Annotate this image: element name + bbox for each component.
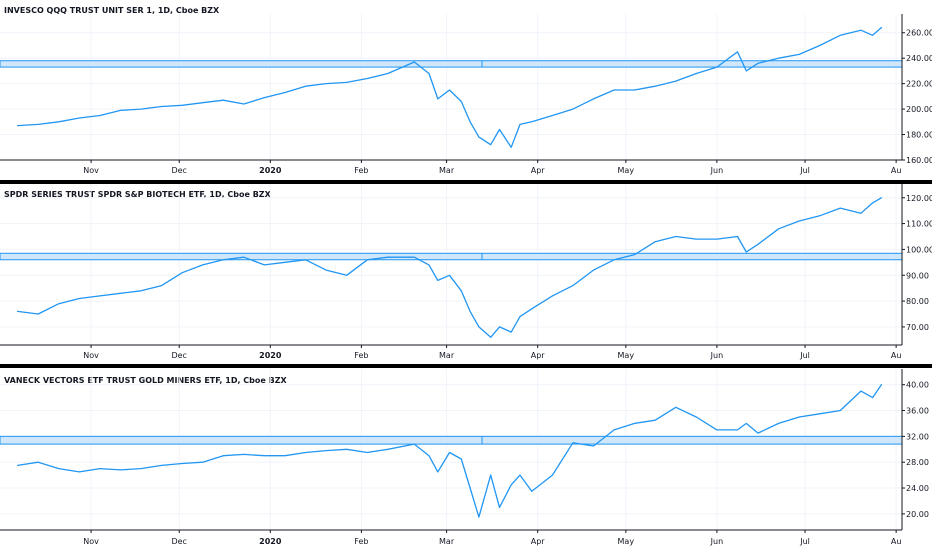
xbi-price-line [16, 197, 883, 338]
gdx-xtick-label: Au [891, 537, 902, 546]
xbi-xtick-label: Nov [83, 351, 99, 360]
gdx-xtick-label: Nov [83, 537, 99, 546]
gdx-ytick-label: 28.00 [906, 458, 929, 467]
gdx-series [16, 384, 883, 518]
gdx-ytick-label: 36.00 [906, 407, 929, 416]
gdx-grid [0, 369, 902, 530]
gdx-xtick-label: May [618, 537, 635, 546]
qqq-ytick-label: 160.00 [906, 156, 932, 165]
xbi-ytick-label: 80.00 [906, 297, 929, 306]
gdx-price-line [16, 384, 883, 518]
qqq-price-line [16, 26, 883, 148]
qqq-chart-panel[interactable]: INVESCO QQQ TRUST UNIT SER 1, 1D, Cboe B… [0, 6, 932, 175]
xbi-series [16, 197, 883, 338]
qqq-x-axis: Nov Dec 2020 Feb Mar Apr May Jun Jul Au [0, 159, 902, 175]
xbi-chart-title: SPDR SERIES TRUST SPDR S&P BIOTECH ETF, … [4, 190, 272, 199]
qqq-series [16, 26, 883, 148]
xbi-zone [0, 252, 903, 261]
qqq-xtick-label: Apr [531, 166, 546, 175]
xbi-price-zone[interactable] [0, 252, 903, 261]
xbi-grid [0, 184, 902, 345]
xbi-ytick-label: 120.00 [906, 194, 932, 203]
panel-separator-2[interactable] [0, 364, 932, 368]
panel-separator-1[interactable] [0, 180, 932, 184]
xbi-ytick-label: 110.00 [906, 220, 932, 229]
qqq-xtick-label: Feb [354, 166, 368, 175]
qqq-chart-title: INVESCO QQQ TRUST UNIT SER 1, 1D, Cboe B… [4, 6, 220, 15]
qqq-y-axis: 160.00 180.00 200.00 220.00 240.00 260.00 [901, 14, 932, 165]
gdx-xtick-label: Apr [531, 537, 546, 546]
qqq-xtick-label: Jun [710, 166, 724, 175]
gdx-xtick-label: Jun [710, 537, 724, 546]
gdx-ytick-label: 24.00 [906, 484, 929, 493]
gdx-x-axis: Nov Dec 2020 Feb Mar Apr May Jun Jul Au [0, 529, 902, 546]
gdx-chart-title: VANECK VECTORS ETF TRUST GOLD MINERS ETF… [4, 376, 287, 385]
xbi-xtick-label: Apr [531, 351, 546, 360]
xbi-xtick-label: Au [891, 351, 902, 360]
xbi-x-axis: Nov Dec 2020 Feb Mar Apr May Jun Jul Au [0, 344, 902, 360]
qqq-ytick-label: 240.00 [906, 54, 932, 63]
gdx-price-zone[interactable] [0, 435, 903, 445]
gdx-ytick-label: 20.00 [906, 510, 929, 519]
gdx-xtick-label: 2020 [259, 537, 282, 546]
gdx-ytick-label: 32.00 [906, 432, 929, 441]
xbi-xtick-label: May [618, 351, 635, 360]
qqq-xtick-label: May [618, 166, 635, 175]
qqq-ytick-label: 180.00 [906, 131, 932, 140]
xbi-xtick-label: Jul [799, 351, 810, 360]
xbi-xtick-label: Dec [171, 351, 186, 360]
xbi-xtick-label: Jun [710, 351, 724, 360]
xbi-xtick-label: 2020 [259, 351, 282, 360]
xbi-ytick-label: 70.00 [906, 323, 929, 332]
qqq-xtick-label: Jul [799, 166, 810, 175]
qqq-xtick-label: Au [891, 166, 902, 175]
gdx-chart-panel[interactable]: VANECK VECTORS ETF TRUST GOLD MINERS ETF… [0, 369, 929, 546]
xbi-xtick-label: Feb [354, 351, 368, 360]
qqq-ytick-label: 200.00 [906, 105, 932, 114]
gdx-xtick-label: Jul [799, 537, 810, 546]
gdx-xtick-label: Mar [439, 537, 455, 546]
qqq-xtick-label: 2020 [259, 166, 282, 175]
xbi-ytick-label: 100.00 [906, 245, 932, 254]
gdx-y-axis: 20.00 24.00 28.00 32.00 36.00 40.00 [901, 369, 929, 530]
qqq-grid [0, 14, 902, 161]
xbi-xtick-label: Mar [439, 351, 455, 360]
qqq-xtick-label: Mar [439, 166, 455, 175]
xbi-chart-panel[interactable]: SPDR SERIES TRUST SPDR S&P BIOTECH ETF, … [0, 184, 932, 360]
gdx-xtick-label: Dec [171, 537, 186, 546]
gdx-zone [0, 435, 903, 445]
xbi-y-axis: 70.00 80.00 90.00 100.00 110.00 120.00 [901, 184, 932, 345]
xbi-ytick-label: 90.00 [906, 271, 929, 280]
gdx-xtick-label: Feb [354, 537, 368, 546]
qqq-ytick-label: 260.00 [906, 29, 932, 38]
gdx-ytick-label: 40.00 [906, 381, 929, 390]
qqq-xtick-label: Nov [83, 166, 99, 175]
qqq-xtick-label: Dec [171, 166, 186, 175]
qqq-ytick-label: 220.00 [906, 80, 932, 89]
